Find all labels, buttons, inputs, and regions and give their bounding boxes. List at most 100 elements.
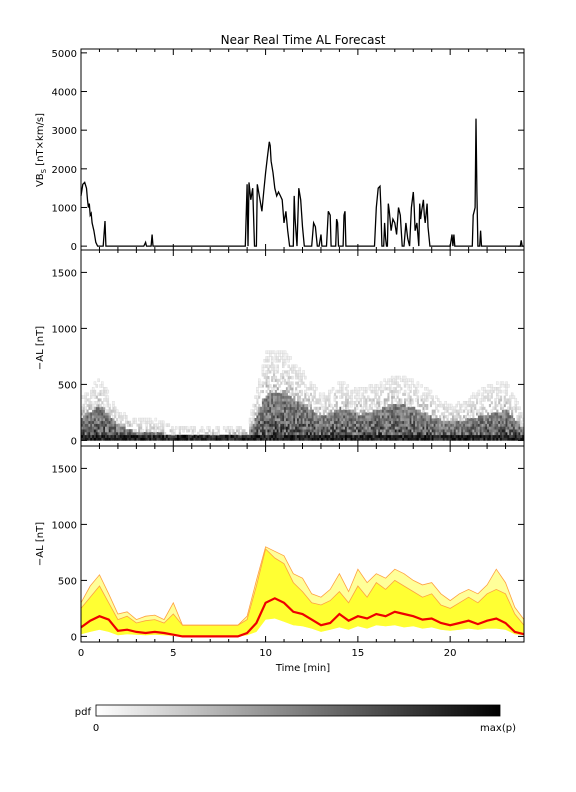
pdf-cell: [125, 415, 128, 419]
pdf-cell: [485, 418, 488, 422]
pdf-cell: [112, 423, 115, 427]
pdf-cell: [426, 406, 429, 410]
pdf-cell: [411, 420, 414, 424]
pdf-cell: [97, 437, 100, 441]
pdf-cell: [112, 415, 115, 419]
pdf-cell: [239, 431, 242, 436]
pdf-cell: [411, 398, 414, 402]
pdf-cell: [433, 401, 436, 405]
pdf-cell: [265, 429, 268, 433]
pdf-cell: [132, 434, 135, 438]
pdf-cell: [225, 429, 228, 433]
pdf-cell: [117, 434, 120, 438]
pdf-cell: [409, 423, 412, 427]
pdf-cell: [204, 434, 207, 438]
pdf-cell: [125, 434, 128, 438]
pdf-cell: [291, 392, 294, 396]
pdf-cell: [372, 437, 375, 441]
pdf-cell: [479, 426, 482, 430]
pdf-cell: [180, 437, 183, 441]
pdf-cell: [324, 404, 327, 408]
pdf-cell: [245, 437, 248, 441]
pdf-cell: [313, 434, 316, 438]
pdf-cell: [339, 409, 342, 413]
pdf-cell: [304, 404, 307, 408]
pdf-cell: [365, 389, 368, 394]
pdf-cell: [304, 395, 307, 399]
pdf-cell: [426, 432, 429, 436]
pdf-cell: [295, 434, 298, 438]
pdf-cell: [250, 417, 254, 422]
pdf-cell: [363, 418, 366, 422]
pdf-cell: [298, 420, 301, 424]
pdf-cell: [426, 437, 429, 441]
pdf-cell: [428, 434, 431, 438]
pdf-cell: [332, 415, 335, 419]
pdf-cell: [346, 404, 349, 408]
pdf-cell: [450, 420, 453, 424]
pdf-cell: [267, 404, 270, 408]
pdf-cell: [354, 403, 357, 408]
pdf-cell: [110, 409, 113, 413]
pdf-cell: [463, 437, 466, 441]
pdf-cell: [446, 406, 449, 410]
pdf-cell: [121, 423, 124, 427]
pdf-cell: [93, 409, 96, 413]
pdf-cell: [97, 409, 100, 413]
pdf-cell: [276, 398, 279, 402]
y-tick-label: 1500: [52, 464, 77, 475]
pdf-cell: [439, 418, 442, 422]
pdf-cell: [149, 432, 152, 436]
pdf-cell: [424, 420, 427, 424]
pdf-cell: [483, 387, 486, 391]
pdf-cell: [492, 412, 495, 416]
pdf-cell: [367, 412, 370, 416]
pdf-cell: [337, 434, 340, 438]
pdf-cell: [319, 415, 322, 419]
pdf-cell: [383, 401, 386, 405]
pdf-cell: [429, 389, 433, 394]
pdf-cell: [321, 437, 324, 441]
pdf-cell: [415, 434, 418, 438]
pdf-cell: [173, 429, 176, 433]
pdf-cell: [404, 412, 407, 416]
pdf-cell: [108, 426, 111, 430]
pdf-cell: [265, 418, 268, 422]
pdf-cell: [366, 395, 370, 399]
pdf-cell: [308, 404, 311, 408]
pdf-cell: [271, 398, 274, 402]
pdf-cell: [361, 434, 364, 438]
pdf-cell: [276, 420, 279, 424]
pdf-cell: [106, 415, 109, 419]
pdf-cell: [389, 434, 392, 438]
pdf-cell: [291, 384, 294, 388]
pdf-cell: [162, 423, 165, 427]
pdf-cell: [274, 420, 277, 424]
pdf-cell: [468, 434, 471, 438]
pdf-cell: [282, 409, 285, 413]
pdf-cell: [396, 420, 399, 424]
pdf-cell: [472, 426, 475, 430]
pdf-cell: [119, 417, 123, 422]
pdf-cell: [278, 392, 281, 396]
pdf-cell: [374, 418, 377, 422]
pdf-cell: [352, 429, 355, 433]
pdf-cell: [289, 376, 292, 380]
pdf-cell: [263, 401, 266, 405]
pdf-cell: [459, 423, 462, 427]
pdf-cell: [490, 426, 493, 430]
pdf-cell: [416, 415, 419, 419]
pdf-cell: [153, 432, 156, 436]
pdf-cell: [295, 412, 298, 416]
pdf-cell: [265, 434, 268, 438]
pdf-cell: [461, 420, 464, 424]
pdf-cell: [389, 432, 392, 436]
pdf-cell: [282, 356, 285, 360]
pdf-cell: [494, 412, 497, 416]
pdf-cell: [99, 415, 102, 419]
pdf-cell: [282, 415, 285, 419]
pdf-cell: [284, 434, 287, 438]
pdf-cell: [472, 420, 475, 424]
pdf-cell: [422, 432, 425, 436]
